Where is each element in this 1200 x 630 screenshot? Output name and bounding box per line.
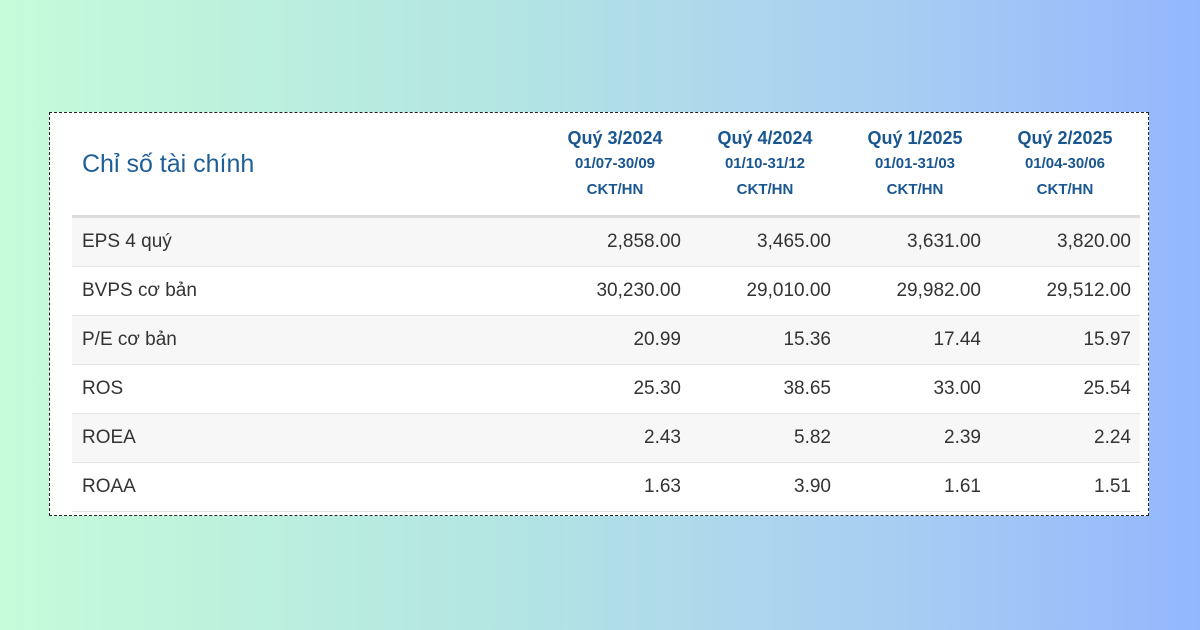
column-quarter: Quý 4/2024 — [717, 127, 813, 148]
column-header: Quý 4/2024 01/10-31/12 CKT/HN — [690, 113, 840, 218]
row-label: BVPS cơ bản — [72, 266, 540, 316]
table-row: EPS 4 quý 2,858.00 3,465.00 3,631.00 3,820.0… — [72, 216, 1140, 267]
cell-value: 29,512.00 — [990, 266, 1140, 316]
cell-value: 15.97 — [990, 315, 1140, 365]
cell-value: 2.43 — [540, 413, 690, 463]
column-period: 01/04-30/06 — [1024, 154, 1106, 172]
row-label: ROEA — [72, 413, 540, 463]
cell-value: 15.36 — [690, 315, 840, 365]
row-label: ROS — [72, 364, 540, 414]
column-type: CKT/HN — [886, 180, 944, 198]
column-quarter: Quý 2/2025 — [1017, 127, 1113, 148]
cell-value: 3,465.00 — [690, 216, 840, 267]
column-header: Quý 3/2024 01/07-30/09 CKT/HN — [540, 113, 690, 218]
table-row: ROS 25.30 38.65 33.00 25.54 — [72, 364, 1140, 414]
cell-value: 1.61 — [840, 462, 990, 512]
table-row: ROAA 1.63 3.90 1.61 1.51 — [72, 462, 1140, 512]
cell-value: 1.51 — [990, 462, 1140, 512]
cell-value: 33.00 — [840, 364, 990, 414]
column-period: 01/10-31/12 — [724, 154, 806, 172]
column-quarter: Quý 3/2024 — [567, 127, 663, 148]
column-type: CKT/HN — [1036, 180, 1094, 198]
cell-value: 20.99 — [540, 315, 690, 365]
cell-value: 29,982.00 — [840, 266, 990, 316]
column-quarter: Quý 1/2025 — [867, 127, 963, 148]
cell-value: 2.24 — [990, 413, 1140, 463]
cell-value: 25.54 — [990, 364, 1140, 414]
cell-value: 25.30 — [540, 364, 690, 414]
row-label: ROAA — [72, 462, 540, 512]
row-label: EPS 4 quý — [72, 216, 540, 267]
column-header: Quý 1/2025 01/01-31/03 CKT/HN — [840, 113, 990, 218]
table-title: Chỉ số tài chính — [72, 113, 540, 218]
cell-value: 1.63 — [540, 462, 690, 512]
column-period: 01/01-31/03 — [874, 154, 956, 172]
cell-value: 2.39 — [840, 413, 990, 463]
cell-value: 3,820.00 — [990, 216, 1140, 267]
financial-ratios-card: Chỉ số tài chính Quý 3/2024 01/07-30/09 CK… — [49, 112, 1149, 516]
cell-value: 30,230.00 — [540, 266, 690, 316]
column-header: Quý 2/2025 01/04-30/06 CKT/HN — [990, 113, 1140, 218]
cell-value: 3,631.00 — [840, 216, 990, 267]
header-row: Chỉ số tài chính Quý 3/2024 01/07-30/09 CK… — [72, 113, 1140, 218]
table-row: ROEA 2.43 5.82 2.39 2.24 — [72, 413, 1140, 463]
financial-ratios-table: Chỉ số tài chính Quý 3/2024 01/07-30/09 CK… — [72, 113, 1140, 512]
column-period: 01/07-30/09 — [574, 154, 656, 172]
table-row: BVPS cơ bản 30,230.00 29,010.00 29,982.00 29… — [72, 266, 1140, 316]
cell-value: 3.90 — [690, 462, 840, 512]
cell-value: 17.44 — [840, 315, 990, 365]
cell-value: 29,010.00 — [690, 266, 840, 316]
cell-value: 5.82 — [690, 413, 840, 463]
cell-value: 2,858.00 — [540, 216, 690, 267]
column-type: CKT/HN — [586, 180, 644, 198]
table-row: P/E cơ bản 20.99 15.36 17.44 15.97 — [72, 315, 1140, 365]
cell-value: 38.65 — [690, 364, 840, 414]
row-label: P/E cơ bản — [72, 315, 540, 365]
column-type: CKT/HN — [736, 180, 794, 198]
